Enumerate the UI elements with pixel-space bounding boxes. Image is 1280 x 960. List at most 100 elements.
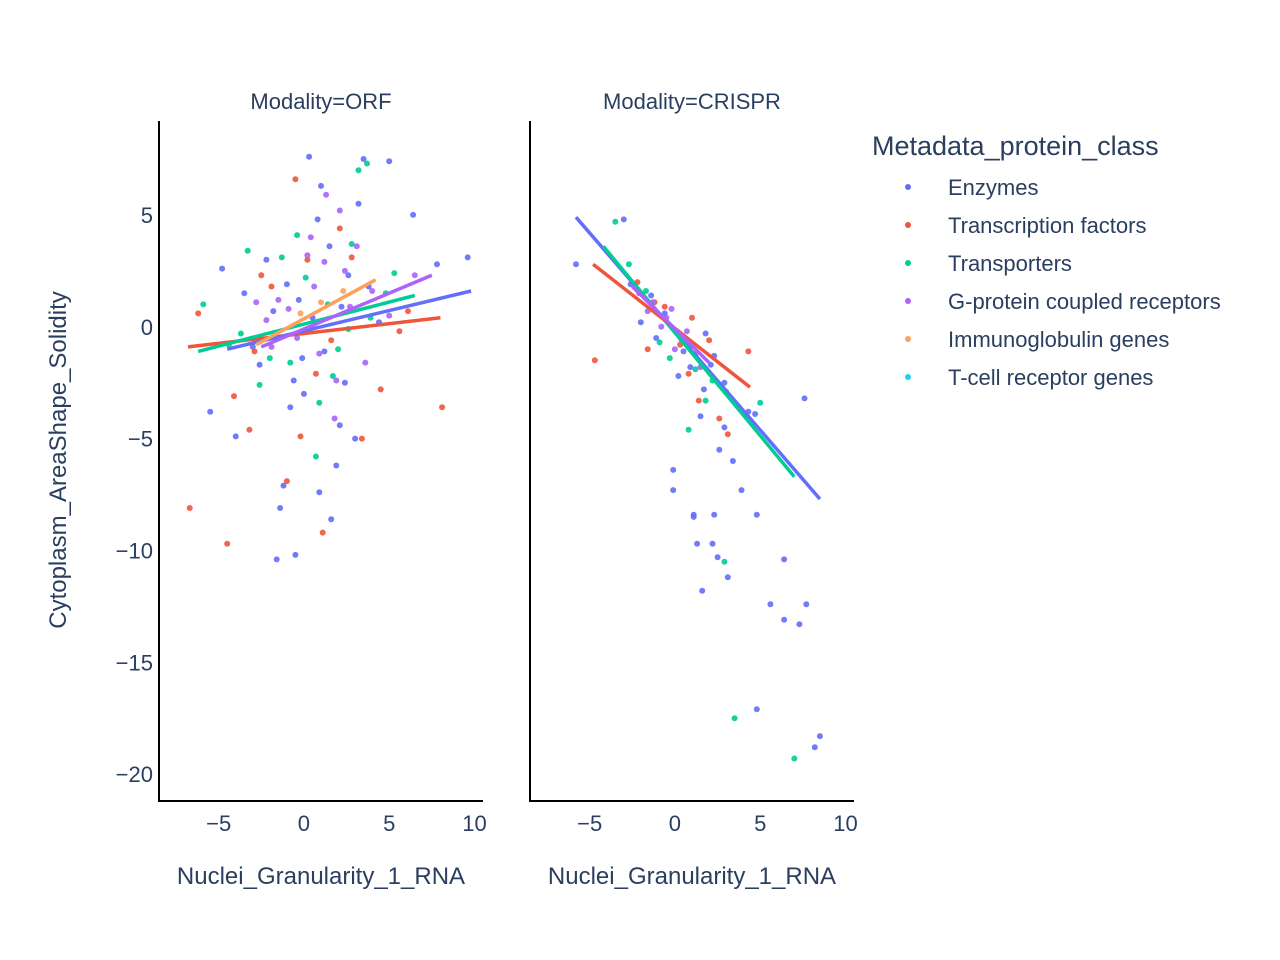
crispr-point-enzymes <box>648 292 655 299</box>
orf-point-transcription-factors <box>224 540 231 547</box>
crispr-point-enzymes <box>801 395 808 402</box>
orf-point-enzymes <box>270 308 277 315</box>
legend-label: Transcription factors <box>948 213 1146 238</box>
orf-point-transporters <box>364 160 370 167</box>
orf-point-g-protein-coupled-receptors <box>304 252 311 259</box>
orf-point-transcription-factors <box>358 435 365 442</box>
orf-point-enzymes <box>277 505 284 511</box>
orf-point-transcription-factors <box>297 433 304 440</box>
orf-point-enzymes <box>336 422 343 429</box>
panel-crispr: Modality=CRISPR −5 0 5 10 Nuclei_Granularit… <box>529 89 858 890</box>
crispr-point-transporters <box>702 397 709 404</box>
orf-point-g-protein-coupled-receptors <box>321 258 328 265</box>
crispr-x-axis-title: Nuclei_Granularity_1_RNA <box>548 863 836 890</box>
crispr-point-transcription-factors <box>706 337 713 344</box>
crispr-point-transporters <box>666 355 673 362</box>
crispr-point-transcription-factors <box>745 348 752 355</box>
orf-points <box>186 153 471 563</box>
y-tick-label: 0 <box>141 315 153 340</box>
legend-label: Transporters <box>948 251 1072 276</box>
orf-point-enzymes <box>410 211 417 218</box>
orf-point-g-protein-coupled-receptors <box>316 350 323 357</box>
crispr-point-enzymes <box>709 540 716 547</box>
orf-point-g-protein-coupled-receptors <box>386 312 393 319</box>
orf-point-enzymes <box>273 556 280 563</box>
orf-point-enzymes <box>295 296 302 303</box>
orf-point-enzymes <box>360 156 367 162</box>
orf-point-enzymes <box>386 158 393 165</box>
crispr-x-ticks: −5 0 5 10 <box>577 811 858 836</box>
orf-point-transcription-factors <box>246 426 253 433</box>
crispr-trendlines <box>574 216 822 501</box>
crispr-point-enzymes <box>796 621 803 628</box>
crispr-point-enzymes <box>714 554 721 561</box>
crispr-point-enzymes <box>781 616 788 623</box>
crispr-trendline-g-protein-coupled-receptors <box>631 285 711 364</box>
orf-point-g-protein-coupled-receptors <box>411 272 418 279</box>
orf-point-transcription-factors <box>283 478 290 485</box>
orf-point-transporters <box>237 330 244 337</box>
legend-item-immunoglobulin-genes[interactable]: Immunoglobulin genes <box>905 327 1169 352</box>
orf-point-transporters <box>266 355 273 362</box>
orf-point-immunoglobulin-genes <box>318 299 324 306</box>
crispr-point-enzymes <box>702 330 709 337</box>
orf-point-g-protein-coupled-receptors <box>362 359 369 366</box>
y-tick-label: 5 <box>141 203 153 228</box>
orf-point-transcription-factors <box>319 529 326 536</box>
orf-point-g-protein-coupled-receptors <box>323 191 330 198</box>
legend-marker-icon <box>905 260 911 266</box>
orf-point-enzymes <box>263 256 270 263</box>
crispr-point-transcription-factors <box>661 303 668 310</box>
legend-marker-icon <box>905 222 911 228</box>
orf-point-transporters <box>316 399 323 406</box>
crispr-point-enzymes <box>816 733 823 740</box>
orf-point-transcription-factors <box>258 272 265 279</box>
crispr-x-tick-label: 5 <box>754 811 766 836</box>
crispr-point-enzymes <box>670 466 677 473</box>
legend-item-g-protein-coupled-receptors[interactable]: G-protein coupled receptors <box>905 289 1221 314</box>
orf-point-enzymes <box>287 404 294 411</box>
y-tick-label: −10 <box>116 539 153 564</box>
orf-point-transporters <box>302 274 309 281</box>
orf-trendline-g-protein-coupled-receptors <box>260 273 433 349</box>
crispr-point-transporters <box>625 261 632 268</box>
legend-item-enzymes[interactable]: Enzymes <box>905 175 1038 200</box>
orf-point-g-protein-coupled-receptors <box>268 343 275 350</box>
crispr-point-enzymes <box>707 361 714 368</box>
orf-point-enzymes <box>314 216 321 223</box>
y-tick-label: −20 <box>116 762 153 787</box>
crispr-point-enzymes <box>721 424 728 431</box>
crispr-point-enzymes <box>711 511 718 518</box>
orf-point-transporters <box>348 241 355 247</box>
legend-marker-icon <box>905 374 911 380</box>
crispr-point-enzymes <box>767 601 774 608</box>
legend-item-transporters[interactable]: Transporters <box>905 251 1072 276</box>
orf-point-transcription-factors <box>377 386 384 393</box>
crispr-point-enzymes <box>620 216 627 223</box>
orf-point-enzymes <box>219 265 226 272</box>
orf-point-g-protein-coupled-receptors <box>341 267 348 274</box>
panel-title-orf: Modality=ORF <box>250 89 391 114</box>
crispr-point-enzymes <box>716 446 723 453</box>
crispr-point-enzymes <box>573 261 579 268</box>
orf-point-enzymes <box>241 290 248 297</box>
orf-x-ticks: −5 0 5 10 <box>206 811 487 836</box>
crispr-point-enzymes <box>724 574 731 581</box>
orf-point-transcription-factors <box>268 283 275 290</box>
legend-item-t-cell-receptor-genes[interactable]: T-cell receptor genes <box>905 365 1153 390</box>
crispr-point-transporters <box>643 288 649 294</box>
legend-item-transcription-factors[interactable]: Transcription factors <box>905 213 1146 238</box>
crispr-point-transcription-factors <box>695 397 702 404</box>
orf-x-tick-label: 10 <box>462 811 486 836</box>
legend-label: Immunoglobulin genes <box>948 327 1169 352</box>
crispr-point-transporters <box>791 755 798 762</box>
orf-point-transcription-factors <box>336 225 343 232</box>
legend-label: T-cell receptor genes <box>948 365 1153 390</box>
orf-point-g-protein-coupled-receptors <box>331 415 338 422</box>
legend-label: Enzymes <box>948 175 1038 200</box>
orf-point-transcription-factors <box>195 310 202 317</box>
crispr-point-g-protein-coupled-receptors <box>668 305 675 312</box>
crispr-point-enzymes <box>738 487 745 494</box>
crispr-point-enzymes <box>753 706 760 713</box>
